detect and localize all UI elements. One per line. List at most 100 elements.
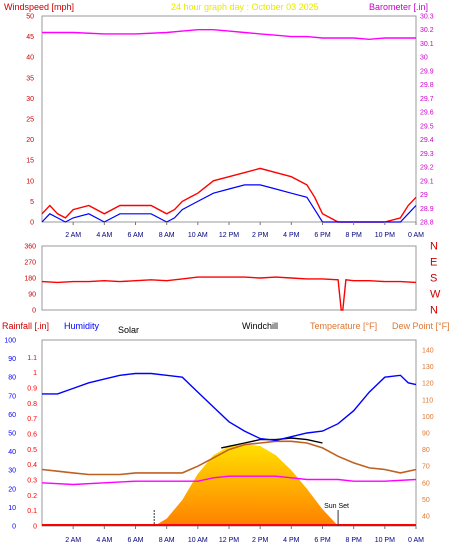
wind-xtick-label: 2 AM (65, 232, 81, 239)
weather-legend-label: Windchill (242, 321, 278, 331)
baro-ytick-label: 29.9 (420, 68, 434, 75)
humidity-ytick-label: 20 (8, 486, 16, 493)
baro-ytick-label: 29.3 (420, 151, 434, 158)
baro-ytick-label: 30 (420, 55, 428, 62)
direction-ytick-label: 270 (24, 260, 36, 267)
baro-ytick-label: 29 (420, 192, 428, 199)
humidity-ytick-label: 30 (8, 468, 16, 475)
weather-legend-label: Solar (118, 325, 139, 335)
rain-ytick-label: 1.1 (27, 355, 37, 362)
humidity-line (42, 372, 417, 442)
wind-xtick-label: 6 AM (128, 232, 144, 239)
baro-ytick-label: 30.3 (420, 14, 434, 21)
humidity-ytick-label: 70 (8, 393, 16, 400)
wind-ytick-label: 45 (26, 34, 34, 41)
rain-ytick-label: 0.4 (27, 462, 37, 469)
wind-xtick-label: 4 PM (283, 232, 300, 239)
direction-ytick-label: 180 (24, 276, 36, 283)
humidity-ytick-label: 50 (8, 431, 16, 438)
weather-xtick-label: 2 PM (252, 537, 269, 544)
humidity-ytick-label: 60 (8, 412, 16, 419)
temperature-line (41, 440, 417, 476)
windspeed-axis-title: Windspeed [mph] (4, 2, 74, 12)
weather-xtick-label: 10 AM (188, 537, 208, 544)
wind-xtick-label: 10 PM (375, 232, 395, 239)
humidity-ytick-label: 40 (8, 449, 16, 456)
sunset-annotation: Sun Set (324, 503, 349, 510)
rain-ytick-label: 0.2 (27, 493, 37, 500)
baro-ytick-label: 29.5 (420, 123, 434, 130)
temperature-ytick-label: 50 (422, 497, 430, 504)
temperature-ytick-label: 140 (422, 347, 434, 354)
weather-xtick-label: 2 AM (65, 537, 81, 544)
dewpoint-line (41, 475, 417, 486)
weather-xtick-label: 10 PM (375, 537, 395, 544)
wind-ytick-label: 0 (30, 220, 34, 227)
wind-xtick-label: 8 AM (159, 232, 175, 239)
wind-ytick-label: 35 (26, 75, 34, 82)
wind-ytick-label: 50 (26, 14, 34, 21)
compass-label: N (430, 305, 438, 317)
weather-xtick-label: 6 PM (314, 537, 331, 544)
temperature-ytick-label: 120 (422, 381, 434, 388)
wind-xtick-label: 4 AM (96, 232, 112, 239)
humidity-ytick-label: 10 (8, 505, 16, 512)
weather-legend-label: Humidity (64, 321, 100, 331)
weather-xtick-label: 4 PM (283, 537, 300, 544)
baro-ytick-label: 30.1 (420, 41, 434, 48)
wind-plot-frame (41, 15, 417, 223)
direction-ytick-label: 90 (28, 292, 36, 299)
rain-ytick-label: 0.7 (27, 416, 37, 423)
baro-ytick-label: 29.8 (420, 82, 434, 89)
humidity-ytick-label: 100 (4, 338, 16, 345)
baro-ytick-label: 29.4 (420, 137, 434, 144)
weather-xtick-label: 8 AM (159, 537, 175, 544)
baro-ytick-label: 29.6 (420, 110, 434, 117)
barometer-axis-title: Barometer [.in] (369, 2, 428, 12)
humidity-ytick-label: 0 (12, 524, 16, 531)
compass-label: N (430, 241, 438, 253)
temperature-ytick-label: 90 (422, 431, 430, 438)
baro-ytick-label: 29.2 (420, 165, 434, 172)
rain-ytick-label: 0.3 (27, 478, 37, 485)
wind-ytick-label: 25 (26, 117, 34, 124)
wind-ytick-label: 15 (26, 158, 34, 165)
temperature-ytick-label: 40 (422, 514, 430, 521)
weather-xtick-label: 12 PM (219, 537, 239, 544)
baro-ytick-label: 29.1 (420, 178, 434, 185)
weather-xtick-label: 6 AM (128, 537, 144, 544)
rain-ytick-label: 0.8 (27, 401, 37, 408)
rain-ytick-label: 0.5 (27, 447, 37, 454)
windspeed-line (41, 167, 417, 223)
rain-ytick-label: 1 (33, 370, 37, 377)
compass-label: E (430, 257, 437, 269)
temperature-ytick-label: 70 (422, 464, 430, 471)
rain-ytick-label: 0.1 (27, 508, 37, 515)
weather-legend-label: Dew Point [°F] (392, 321, 450, 331)
wind-xtick-label: 8 PM (345, 232, 362, 239)
temperature-ytick-label: 80 (422, 447, 430, 454)
compass-label: W (430, 289, 441, 301)
wind-ytick-label: 30 (26, 96, 34, 103)
rain-ytick-label: 0.9 (27, 386, 37, 393)
wind-ytick-label: 40 (26, 55, 34, 62)
weather-legend-label: Temperature [°F] (310, 321, 377, 331)
rain-ytick-label: 0 (33, 524, 37, 531)
direction-ytick-label: 360 (24, 244, 36, 251)
solar-area (154, 444, 339, 526)
weather-xtick-label: 8 PM (345, 537, 362, 544)
weather-xtick-label: 4 AM (96, 537, 112, 544)
direction-plot-frame (41, 245, 417, 311)
windgust-line (41, 184, 417, 223)
direction-ytick-label: 0 (32, 308, 36, 315)
wind-direction-line (41, 276, 417, 311)
humidity-ytick-label: 90 (8, 356, 16, 363)
weather-xtick-label: 0 AM (408, 537, 424, 544)
compass-label: S (430, 273, 437, 285)
rain-ytick-label: 0.6 (27, 432, 37, 439)
temperature-ytick-label: 130 (422, 364, 434, 371)
baro-ytick-label: 28.9 (420, 206, 434, 213)
temperature-ytick-label: 110 (422, 397, 433, 404)
